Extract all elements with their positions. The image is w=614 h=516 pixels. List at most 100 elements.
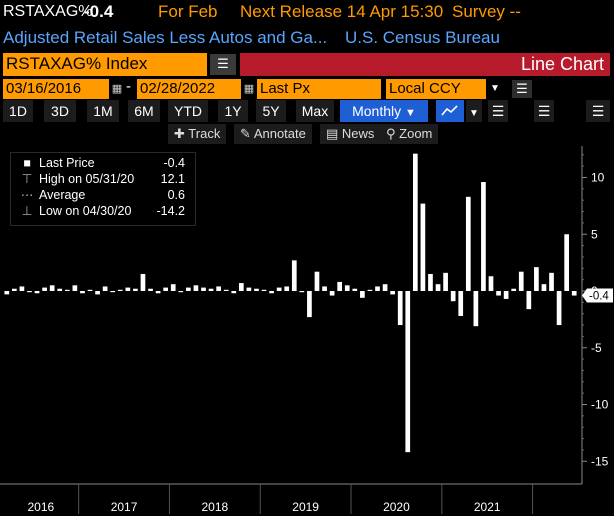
bar xyxy=(4,291,10,295)
bar xyxy=(428,273,433,291)
bar xyxy=(64,289,70,291)
average-marker-icon: ⋯ xyxy=(20,188,34,202)
news-icon: ▤ xyxy=(326,126,339,141)
menu-icon[interactable]: ☰ xyxy=(534,100,554,122)
menu-icon: ☰ xyxy=(217,56,229,71)
range-6m-button[interactable]: 6M xyxy=(128,100,160,122)
menu-icon[interactable]: ☰ xyxy=(512,80,532,98)
bar xyxy=(367,289,373,291)
bar xyxy=(12,288,17,291)
bar xyxy=(465,196,471,291)
bar xyxy=(518,271,524,291)
bar xyxy=(322,286,327,291)
x-tick-label: 2018 xyxy=(201,500,228,514)
bar xyxy=(299,291,305,293)
legend-value: 12.1 xyxy=(160,172,185,186)
frequency-dropdown[interactable]: Monthly ▼ xyxy=(340,100,428,122)
bar xyxy=(556,291,562,326)
legend-label: Last Price xyxy=(39,156,95,170)
bar xyxy=(163,287,169,291)
bar xyxy=(133,288,138,291)
bar xyxy=(246,287,252,291)
bar xyxy=(110,291,116,293)
bar xyxy=(534,267,539,291)
track-tool[interactable]: ✚ Track xyxy=(168,124,227,144)
bar xyxy=(420,203,426,291)
start-date-input[interactable]: 03/16/2016 xyxy=(3,79,109,99)
magnifier-icon: ⚲ xyxy=(386,126,396,141)
x-tick-label: 2016 xyxy=(27,500,54,514)
pencil-icon: ✎ xyxy=(240,126,251,141)
menu-icon[interactable]: ☰ xyxy=(586,100,610,122)
legend-high: ⊤ High on 05/31/20 12.1 xyxy=(11,171,195,187)
bar xyxy=(496,291,501,296)
chart-type-dropdown[interactable]: ▼ xyxy=(466,100,482,122)
range-max-button[interactable]: Max xyxy=(296,100,334,122)
security-field[interactable]: RSTAXAG% Index xyxy=(3,53,207,76)
bar xyxy=(80,291,85,294)
bar xyxy=(238,283,244,291)
bar xyxy=(95,291,100,295)
range-ytd-button[interactable]: YTD xyxy=(168,100,208,122)
bar xyxy=(503,291,509,299)
legend-label: Average xyxy=(39,188,86,202)
annotate-label: Annotate xyxy=(253,126,306,141)
bar xyxy=(269,291,274,294)
line-chart-icon[interactable] xyxy=(436,100,464,122)
range-1m-button[interactable]: 1M xyxy=(87,100,119,122)
legend-label: High on 05/31/20 xyxy=(39,172,135,186)
next-release-label[interactable]: Next Release 14 Apr 15:30 xyxy=(240,2,444,21)
bar xyxy=(102,286,108,291)
end-date-input[interactable]: 02/28/2022 xyxy=(137,79,241,99)
bar xyxy=(148,288,153,291)
chevron-down-icon: ▼ xyxy=(469,108,479,119)
annotate-tool[interactable]: ✎ Annotate xyxy=(234,124,312,144)
chart-legend: ■ Last Price -0.4 ⊤ High on 05/31/20 12.… xyxy=(10,152,196,226)
bar xyxy=(382,284,388,291)
bar xyxy=(443,272,448,291)
range-5y-button[interactable]: 5Y xyxy=(256,100,286,122)
legend-value: -0.4 xyxy=(163,156,185,170)
range-1y-button[interactable]: 1Y xyxy=(218,100,248,122)
zoom-tool[interactable]: ⚲ Zoom xyxy=(380,124,439,144)
low-marker-icon: ⊥ xyxy=(21,204,33,218)
bar xyxy=(284,286,290,291)
last-value-marker xyxy=(582,288,613,303)
bar xyxy=(254,288,259,291)
y-tick-label: 10 xyxy=(591,171,605,185)
chart-type-bar[interactable]: Line Chart xyxy=(240,53,610,76)
bar xyxy=(473,291,479,327)
x-tick-label: 2019 xyxy=(292,500,319,514)
bar xyxy=(458,291,464,316)
security-dropdown-button[interactable]: ☰ xyxy=(210,54,236,75)
date-separator: - xyxy=(126,78,131,95)
legend-label: Low on 04/30/20 xyxy=(39,204,132,218)
field-input[interactable]: Last Px xyxy=(257,79,381,99)
bar xyxy=(276,287,282,291)
range-1d-button[interactable]: 1D xyxy=(3,100,33,122)
last-value: -0.4 xyxy=(84,2,114,21)
bar xyxy=(412,153,418,291)
currency-select[interactable]: Local CCY xyxy=(386,79,486,99)
x-tick-label: 2021 xyxy=(474,500,501,514)
bar xyxy=(223,289,229,291)
bar xyxy=(397,291,403,326)
bar xyxy=(571,291,577,296)
bar xyxy=(564,234,569,291)
calendar-icon[interactable]: ▦ xyxy=(111,83,123,95)
news-tool[interactable]: ▤ News xyxy=(320,124,381,144)
calendar-icon[interactable]: ▦ xyxy=(243,83,255,95)
frequency-label: Monthly xyxy=(352,103,402,119)
chevron-down-icon[interactable]: ▼ xyxy=(488,80,502,98)
menu-icon[interactable]: ☰ xyxy=(488,100,508,122)
bar xyxy=(27,291,32,293)
bar xyxy=(231,291,237,294)
news-label: News xyxy=(341,126,375,141)
legend-last-price: ■ Last Price -0.4 xyxy=(11,155,195,171)
bar xyxy=(170,284,176,291)
range-3d-button[interactable]: 3D xyxy=(44,100,76,122)
period-label: For Feb xyxy=(158,2,218,21)
chevron-down-icon: ▼ xyxy=(405,107,416,119)
bar xyxy=(87,289,93,291)
